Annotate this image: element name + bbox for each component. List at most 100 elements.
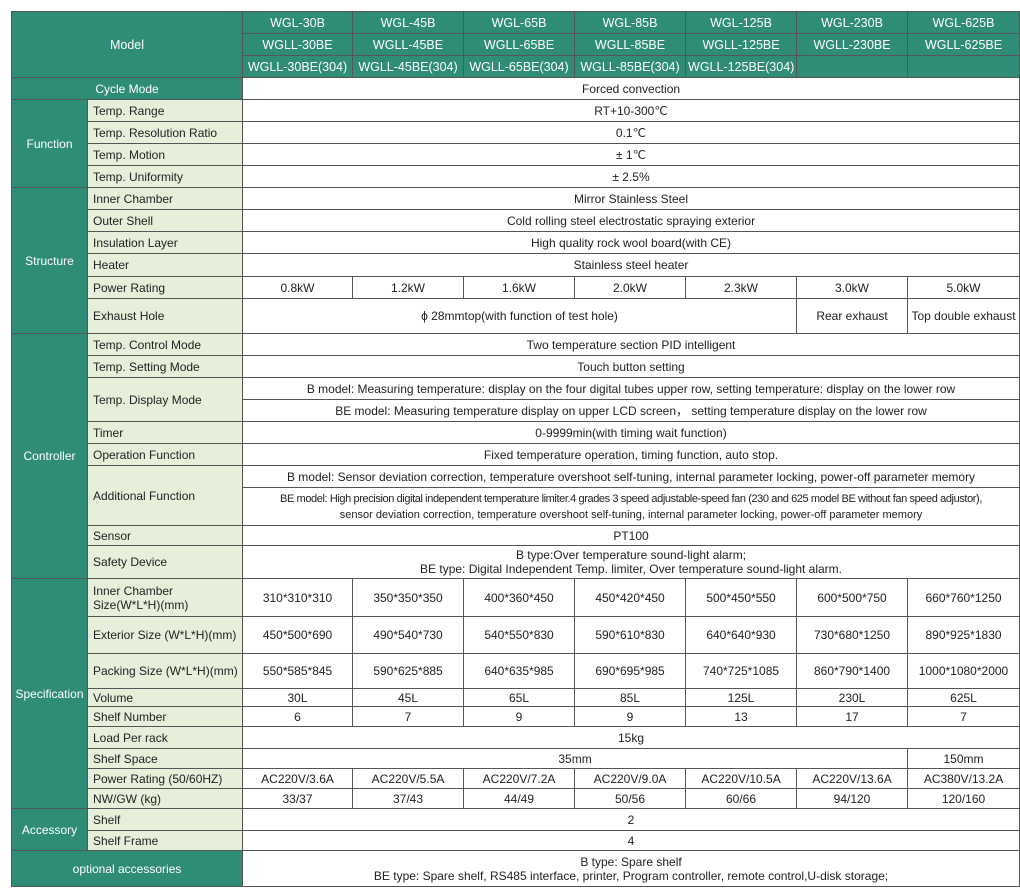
row-value: 0-9999min(with timing wait function) (242, 421, 1020, 444)
model-cell: WGL-30B (242, 11, 354, 34)
model-cell: WGL-125B (685, 11, 798, 34)
row-value: 5.0kW (907, 276, 1020, 299)
row-value: PT100 (242, 525, 1020, 546)
optional-label: optional accessories (10, 850, 244, 887)
model-cell: WGLL-85BE(304) (574, 55, 687, 78)
row-value: AC220V/10.5A (685, 768, 798, 789)
row-value: 660*760*1250 (907, 578, 1020, 617)
row-label: Timer (86, 421, 244, 444)
row-value: 600*500*750 (796, 578, 909, 617)
specification-label: Specification (11, 578, 88, 809)
row-value: 1.6kW (463, 276, 576, 299)
row-value: Touch button setting (242, 355, 1020, 378)
model-cell: WGL-230B (796, 11, 909, 34)
optional-b: B type: Spare shelf (580, 854, 682, 869)
row-value: 860*790*1400 (796, 653, 909, 689)
structure-label: Structure (11, 187, 88, 334)
row-value: 400*360*450 (463, 578, 576, 617)
row-value: 85L (574, 688, 687, 707)
row-label: Power Rating (50/60HZ) (86, 768, 244, 789)
row-value: B model: Measuring temperature: display … (242, 377, 1020, 400)
row-label: Temp. Control Mode (86, 333, 244, 356)
model-cell: WGLL-230BE (796, 33, 909, 56)
row-value: 1000*1080*2000 (907, 653, 1020, 689)
row-label: Temp. Setting Mode (86, 355, 244, 378)
row-label: Exhaust Hole (86, 298, 244, 334)
spec-table: Model WGL-30B WGL-45B WGL-65B WGL-85B WGL-12… (10, 11, 1020, 887)
row-label: Inner Chamber (86, 187, 244, 210)
row-value: 7 (907, 706, 1020, 727)
row-label: Safety Device (86, 545, 244, 579)
row-value: 690*695*985 (574, 653, 687, 689)
row-label: Load Per rack (86, 726, 244, 749)
row-value: AC220V/7.2A (463, 768, 576, 789)
row-value: 37/43 (352, 788, 465, 809)
row-value: 2 (242, 808, 1020, 831)
row-value: RT+10-300℃ (242, 99, 1020, 122)
row-label: Insulation Layer (86, 231, 244, 254)
row-label: Packing Size (W*L*H)(mm) (86, 653, 244, 689)
row-label: Temp. Resolution Ratio (86, 121, 244, 144)
row-label: Power Rating (86, 276, 244, 299)
row-value: 540*550*830 (463, 616, 576, 654)
row-value: AC220V/9.0A (574, 768, 687, 789)
row-label: Shelf Frame (86, 830, 244, 851)
row-label: NW/GW (kg) (86, 788, 244, 809)
row-value: 9 (463, 706, 576, 727)
row-value: 550*585*845 (242, 653, 354, 689)
row-value: 640*635*985 (463, 653, 576, 689)
row-value: 125L (685, 688, 798, 707)
row-value: 230L (796, 688, 909, 707)
row-value: 50/56 (574, 788, 687, 809)
model-cell: WGLL-65BE(304) (463, 55, 576, 78)
model-cell-empty (796, 55, 909, 78)
row-label: Shelf Space (86, 748, 244, 769)
model-cell: WGLL-625BE (907, 33, 1020, 56)
row-value: 60/66 (685, 788, 798, 809)
row-label: Outer Shell (86, 209, 244, 232)
row-value: AC380V/13.2A (907, 768, 1020, 789)
row-value: 490*540*730 (352, 616, 465, 654)
model-cell: WGLL-30BE(304) (242, 55, 354, 78)
row-value: ± 1℃ (242, 143, 1020, 166)
row-value: 590*625*885 (352, 653, 465, 689)
row-value: AC220V/3.6A (242, 768, 354, 789)
row-value: 500*450*550 (685, 578, 798, 617)
row-label: Additional Function (86, 465, 244, 526)
row-value: 350*350*350 (352, 578, 465, 617)
row-label: Inner Chamber Size(W*L*H)(mm) (86, 578, 244, 617)
model-cell: WGL-65B (463, 11, 576, 34)
model-cell: WGLL-65BE (463, 33, 576, 56)
row-value: High quality rock wool board(with CE) (242, 231, 1020, 254)
row-label: Volume (86, 688, 244, 707)
accessory-label: Accessory (11, 808, 88, 851)
row-value: B type: Spare shelf BE type: Spare shelf,… (242, 850, 1020, 887)
row-label: Shelf (86, 808, 244, 831)
controller-label: Controller (11, 333, 88, 579)
row-label: Temp. Range (86, 99, 244, 122)
cycle-label: Cycle Mode (10, 77, 244, 100)
model-cell: WGLL-125BE(304) (685, 55, 798, 78)
row-value: BE model: Measuring temperature display … (242, 399, 1020, 422)
row-value: 15kg (242, 726, 1020, 749)
row-label: Temp. Display Mode (86, 377, 244, 422)
row-value: 120/160 (907, 788, 1020, 809)
row-value: 3.0kW (796, 276, 909, 299)
cycle-value: Forced convection (242, 77, 1020, 100)
row-value: 1.2kW (352, 276, 465, 299)
row-value: 450*500*690 (242, 616, 354, 654)
model-cell-empty (907, 55, 1020, 78)
row-value: Two temperature section PID intelligent (242, 333, 1020, 356)
row-value: B model: Sensor deviation correction, te… (242, 465, 1020, 488)
row-value: 890*925*1830 (907, 616, 1020, 654)
row-value: 30L (242, 688, 354, 707)
row-value: 94/120 (796, 788, 909, 809)
row-value: Cold rolling steel electrostatic sprayin… (242, 209, 1020, 232)
row-value: Fixed temperature operation, timing func… (242, 443, 1020, 466)
exhaust-common: ϕ 28mmtop(with function of test hole) (242, 298, 798, 334)
row-value: 450*420*450 (574, 578, 687, 617)
row-label: Sensor (86, 525, 244, 546)
row-value: 0.8kW (242, 276, 354, 299)
model-cell: WGLL-85BE (574, 33, 687, 56)
row-value: 13 (685, 706, 798, 727)
